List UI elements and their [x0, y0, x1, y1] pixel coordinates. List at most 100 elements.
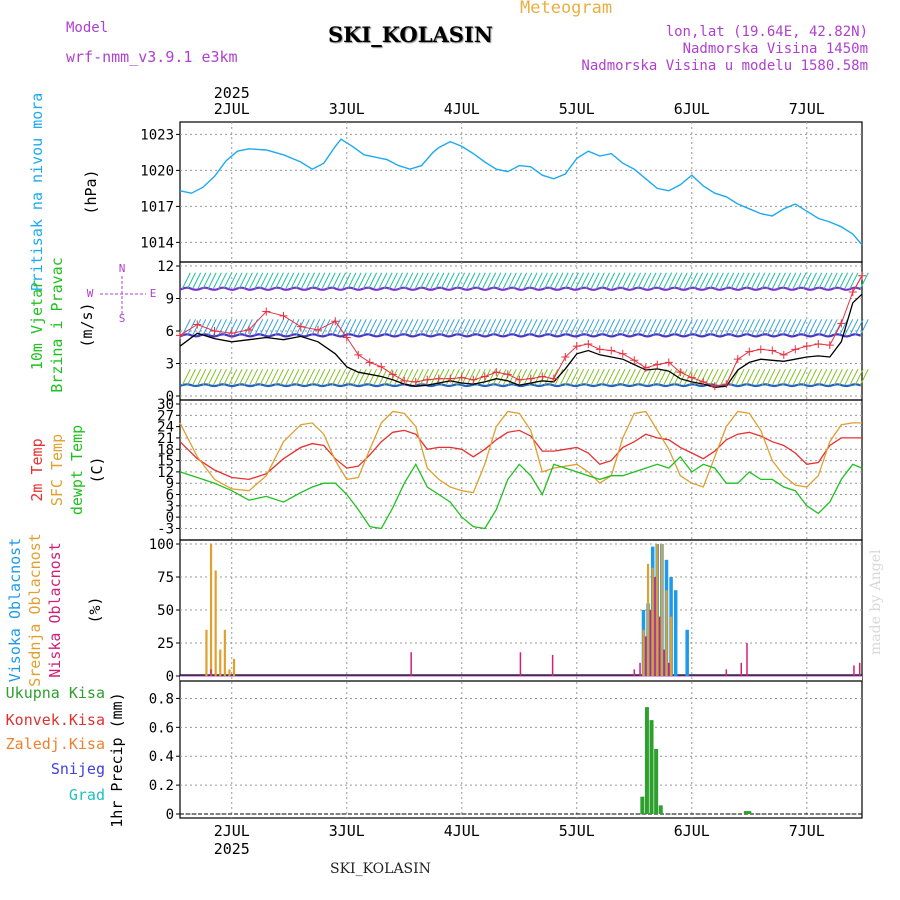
- wind-dir-band-mid-barb: [735, 319, 745, 336]
- gust-marker: [400, 376, 409, 385]
- wind-dir-band-mid-barb: [751, 319, 761, 336]
- wind-dir-band-low-barb: [357, 368, 367, 386]
- wind-dir-band-mid-barb: [538, 319, 548, 336]
- wind-dir-band-high-barb: [419, 272, 429, 289]
- wind-dir-band-mid-barb: [269, 319, 279, 336]
- wind-unit: (m/s): [78, 302, 96, 347]
- wind-dir-band-mid-barb: [409, 319, 419, 336]
- wind-dir-band-low-barb: [523, 368, 533, 386]
- wind-dir-band-mid-barb: [513, 319, 522, 336]
- y-tick-label: 12: [157, 259, 174, 275]
- gust-marker: [503, 370, 512, 379]
- temp-title-dew: dewpt Temp: [68, 425, 86, 515]
- wind-dir-band-high-barb: [404, 272, 414, 289]
- wind-dir-band-mid-barb: [673, 319, 683, 336]
- wind-dir-band-mid-barb: [777, 319, 786, 336]
- precip-bar: [743, 811, 748, 814]
- wind-dir-band-low-barb: [181, 368, 191, 386]
- wind-dir-band-low-barb: [813, 368, 823, 386]
- wind-dir-band-high-barb: [425, 272, 434, 289]
- wind-dir-band-low-barb: [668, 368, 678, 386]
- wind-dir-band-high-barb: [590, 272, 600, 289]
- wind-dir-band-low-barb: [621, 368, 631, 386]
- mid-cloud-bar: [223, 629, 226, 676]
- y-tick-label: 6: [166, 324, 174, 340]
- wind-dir-band-high-barb: [357, 272, 367, 289]
- wind-dir-band-high-barb: [616, 272, 626, 289]
- wind-dir-band-low-barb: [735, 368, 745, 386]
- wind-dir-band-mid-barb: [290, 319, 300, 336]
- wind-dir-band-high-barb: [264, 272, 274, 289]
- wind-dir-band-mid-barb: [523, 319, 533, 336]
- coords-label: lon,lat (19.64E, 42.82N): [665, 24, 868, 40]
- low-cloud-bar: [210, 669, 212, 676]
- wind-dir-band-high-barb: [663, 272, 673, 289]
- wind-dir-band-low-barb: [280, 368, 290, 386]
- wind-dir-band-mid-barb: [559, 319, 569, 336]
- gust-marker: [630, 356, 639, 365]
- wind-dir-band-mid-barb: [383, 319, 393, 336]
- wind-dir-band-mid-barb: [544, 319, 554, 336]
- wind-dir-band-mid-barb: [202, 319, 212, 336]
- date-label-top: 3JUL: [329, 100, 365, 118]
- low-cloud-bar: [645, 636, 647, 676]
- low-cloud-bar: [639, 662, 641, 676]
- wind-dir-band-low-barb: [254, 368, 264, 386]
- temp-unit: (C): [88, 456, 106, 483]
- gust-marker: [331, 317, 340, 326]
- wind-dir-band-high-barb: [243, 272, 253, 289]
- wind-dir-band-mid-barb: [802, 319, 812, 336]
- wind-dir-band-mid-barb: [331, 319, 341, 336]
- model-altitude-label: Nadmorska Visina u modelu 1580.58m: [581, 58, 868, 74]
- wind-dir-band-high-barb: [792, 272, 802, 289]
- gust-marker: [584, 340, 593, 348]
- gust-marker: [653, 360, 662, 369]
- wind-dir-band-high-barb: [482, 272, 491, 289]
- dewpt-line: [179, 455, 863, 530]
- y-tick-label: 0.4: [149, 749, 174, 765]
- wind-dir-band-low-barb: [207, 368, 217, 386]
- wind-dir-band-mid-barb: [689, 319, 698, 336]
- wind-dir-band-mid-barb: [482, 319, 491, 336]
- gust-marker: [733, 355, 742, 364]
- wind-dir-band-low-barb: [202, 368, 212, 386]
- panel-gap: [180, 675, 862, 681]
- wind-dir-band-low-barb: [730, 368, 740, 386]
- wind-dir-band-high-barb: [720, 272, 729, 289]
- wind-dir-band-mid-barb: [761, 319, 771, 336]
- y-tick-label: 27: [157, 408, 174, 424]
- gust-marker: [176, 331, 184, 340]
- wind-dir-band-high-barb: [549, 272, 559, 289]
- gust-marker: [561, 353, 570, 361]
- wind-dir-band-mid-barb: [663, 319, 673, 336]
- wind-dir-band-low-barb: [430, 368, 440, 386]
- wind-dir-band-high-barb: [285, 272, 295, 289]
- model-label: Model: [66, 20, 109, 36]
- gust-marker: [377, 362, 386, 371]
- wind-dir-band-high-barb: [254, 272, 264, 289]
- wind-dir-band-high-barb: [238, 272, 248, 289]
- gust-marker: [538, 372, 547, 381]
- wind-dir-band-mid-barb: [419, 319, 429, 336]
- wind-dir-band-low-barb: [404, 368, 414, 386]
- gust-marker: [526, 374, 535, 383]
- mid-cloud-bar: [660, 544, 663, 676]
- wind-dir-band-high-barb: [440, 272, 450, 289]
- wind-dir-band-high-barb: [269, 272, 279, 289]
- wind-dir-band-high-barb: [352, 272, 362, 289]
- wind-dir-band-low-barb: [197, 368, 207, 386]
- precip-bar: [644, 707, 649, 814]
- gust-marker: [423, 375, 432, 384]
- wind-dir-band-mid-barb: [352, 319, 362, 336]
- y-tick-label: 15: [157, 454, 174, 470]
- wind-dir-band-mid-barb: [218, 319, 227, 336]
- wind-dir-band-high-barb: [492, 272, 502, 289]
- product-title: Meteogram: [520, 0, 613, 18]
- low-cloud-bar: [746, 643, 748, 676]
- wind-dir-band-high-barb: [673, 272, 683, 289]
- gust-marker: [193, 320, 202, 329]
- wind-dir-band-low-barb: [518, 368, 528, 386]
- low-cloud-bar: [410, 652, 412, 676]
- mid-cloud-bar: [656, 544, 659, 676]
